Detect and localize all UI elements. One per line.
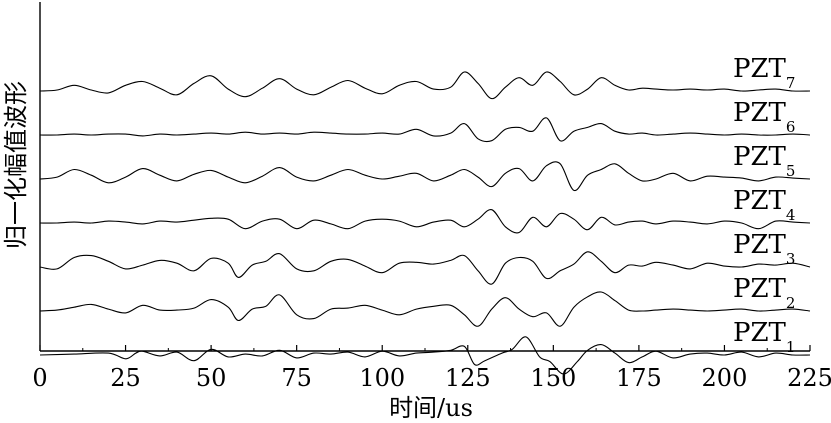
x-tick-label: 0 [32,364,47,392]
x-tick-label: 50 [196,364,227,392]
waveform-pzt4 [39,209,811,234]
series-label-pzt2: PZT2 [733,274,795,312]
waveform-pzt2 [39,291,811,327]
series-label-subscript: 2 [786,294,796,312]
waveform-pzt6 [39,117,811,143]
series-label-pzt5: PZT5 [733,142,795,180]
waveforms [39,71,811,375]
waveform-pzt1 [39,336,811,375]
series-label-pzt7: PZT7 [733,54,795,92]
series-label-pzt3: PZT3 [733,230,795,268]
series-label-pzt4: PZT4 [733,186,795,224]
x-axis-title: 时间/us [389,394,473,422]
series-label-subscript: 3 [786,250,796,268]
series-label-name: PZT [733,54,787,84]
x-tick-label: 25 [110,364,141,392]
x-tick-label: 100 [359,364,405,392]
waveform-pzt7 [39,71,811,100]
series-label-pzt1: PZT1 [733,318,795,356]
waveform-pzt5 [39,161,811,191]
series-label-name: PZT [733,318,787,348]
series-label-subscript: 6 [786,118,796,136]
x-tick-label: 75 [281,364,312,392]
x-tick-label: 200 [702,364,748,392]
series-label-name: PZT [733,142,787,172]
series-label-name: PZT [733,186,787,216]
waveform-pzt3 [39,251,811,285]
series-label-name: PZT [733,230,787,260]
series-label-subscript: 7 [786,74,796,92]
series-label-subscript: 1 [786,338,796,356]
y-axis-title: 归一化幅值波形 [2,81,30,249]
x-tick-label: 150 [530,364,576,392]
series-label-pzt6: PZT6 [733,98,795,136]
series-label-subscript: 5 [786,162,796,180]
axes: 0 25 50 75 100 125 150 175 200 225 [32,2,831,392]
x-tick-label: 125 [445,364,491,392]
x-tick-label: 225 [787,364,831,392]
series-label-subscript: 4 [786,206,796,224]
series-label-name: PZT [733,274,787,304]
x-tick-label: 175 [616,364,662,392]
series-label-name: PZT [733,98,787,128]
